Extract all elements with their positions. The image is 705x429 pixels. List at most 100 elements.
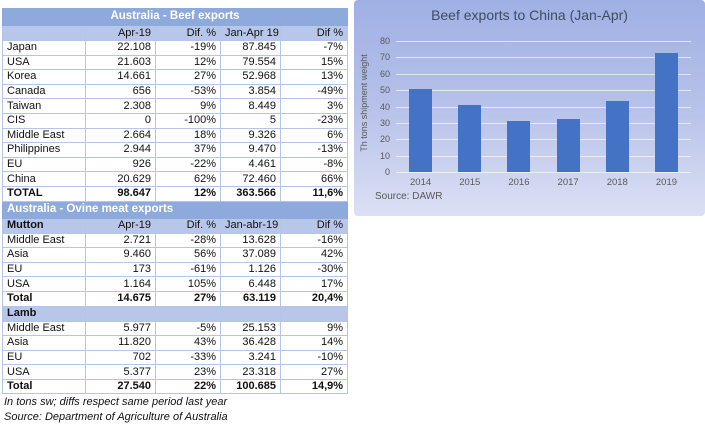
table-cell: 12%	[155, 185, 221, 202]
ovine-table-title: Australia - Ovine meat exports	[1, 200, 349, 219]
table-cell: 14.661	[85, 69, 156, 85]
row-philippines: Philippines 2.944 37% 9.470 -13%	[2, 142, 349, 158]
y-tick-label: 80	[379, 36, 390, 46]
x-tick-label-2015: 2015	[459, 177, 481, 188]
row-usa: USA 5.377 23% 23.318 27%	[2, 364, 349, 380]
y-tick-label: 0	[384, 167, 390, 177]
table-cell: -61%	[155, 261, 221, 278]
table-cell: Apr-19	[85, 217, 156, 234]
section-header-mutton: Mutton Apr-19 Dif. % Jan-abr-19 Dif %	[2, 217, 349, 234]
table-cell: 926	[85, 156, 156, 173]
table-cell: 5.377	[85, 364, 156, 380]
table-cell: 9.460	[85, 247, 156, 263]
table-cell: 4.461	[220, 156, 281, 173]
exports-table: Australia - Beef exports Apr-19 Dif. % Jan-…	[1, 8, 349, 395]
table-cell: Australia - Ovine meat exports	[1, 200, 349, 219]
y-tick-label: 20	[379, 134, 390, 145]
table-cell: Apr-19	[85, 25, 156, 41]
table-cell: 15%	[279, 54, 349, 71]
table-cell: Dif. %	[155, 217, 221, 234]
bar-2015	[458, 104, 482, 172]
table-cell: -100%	[155, 112, 221, 129]
row-usa: USA 21.603 12% 79.554 15%	[2, 54, 349, 71]
row-cis: CIS 0 -100% 5 -23%	[2, 112, 349, 129]
table-cell: 363.566	[220, 185, 281, 202]
table-cell: -19%	[155, 40, 221, 56]
chart-title: Beef exports to China (Jan-Apr)	[431, 7, 628, 23]
table-cell: 27.540	[85, 378, 156, 395]
bar-2016	[507, 121, 531, 172]
y-tick-label: 30	[379, 117, 390, 128]
table-cell: 79.554	[220, 54, 281, 71]
gridline	[396, 172, 691, 173]
table-cell: -16%	[279, 232, 349, 249]
table-cell: 22.108	[85, 40, 156, 56]
gridline	[396, 57, 691, 59]
table-cell: 23.318	[220, 364, 281, 380]
table-cell: 9%	[279, 320, 349, 337]
table-cell: -53%	[155, 83, 221, 100]
table-cell: Dif. %	[155, 25, 221, 41]
table-cell: 9.326	[220, 127, 281, 144]
tables-region: Australia - Beef exports Apr-19 Dif. % Jan-…	[1, 8, 349, 424]
gridline	[396, 139, 691, 141]
x-tick-label-2019: 2019	[655, 177, 678, 188]
table-cell: 2.944	[85, 142, 156, 158]
row-canada: Canada 656 -53% 3.854 -49%	[2, 83, 349, 100]
lamb-total-row: Total 27.540 22% 100.685 14,9%	[2, 378, 349, 395]
table-cell: 87.845	[220, 40, 281, 56]
beef-china-chart-panel: Beef exports to China (Jan-Apr) Th tons …	[354, 0, 705, 216]
table-cell: 18%	[155, 127, 221, 144]
bar-slot-2019	[642, 41, 691, 172]
table-cell: EU	[2, 349, 86, 366]
table-cell: Middle East	[2, 127, 86, 144]
table-cell: Dif %	[279, 25, 349, 41]
table-cell: 1.164	[85, 276, 156, 292]
table-cell: 36.428	[220, 335, 281, 351]
mutton-total-row: Total 14.675 27% 63.119 20,4%	[2, 290, 349, 307]
table-cell: -33%	[155, 349, 221, 366]
table-cell: 2.721	[85, 232, 156, 249]
table-cell: 3.241	[220, 349, 281, 366]
beef-total-row: TOTAL 98.647 12% 363.566 11,6%	[2, 185, 349, 202]
table-cell: 27%	[279, 364, 349, 380]
table-cell: 8.449	[220, 98, 281, 114]
y-tick-label: 60	[379, 68, 390, 79]
bar-slot-2017	[544, 41, 593, 172]
x-axis-labels: 2014 2015 2016 2017 2018 2019	[396, 177, 691, 188]
table-cell: 11.820	[85, 335, 156, 351]
table-cell: CIS	[2, 112, 86, 129]
table-cell: 13%	[279, 69, 349, 85]
table-cell: Middle East	[2, 320, 86, 337]
footnote-source: Source: Department of Agriculture of Aus…	[4, 411, 228, 424]
row-asia: Asia 9.460 56% 37.089 42%	[2, 247, 349, 263]
gridline	[396, 90, 691, 92]
table-cell: Taiwan	[2, 98, 86, 114]
table-cell: -49%	[279, 83, 349, 100]
table-cell: USA	[2, 276, 86, 292]
table-cell: 21.603	[85, 54, 156, 71]
x-tick-label-2016: 2016	[508, 177, 530, 188]
table-cell: Mutton	[2, 217, 86, 234]
bar-2018	[605, 100, 629, 172]
table-cell: 62%	[155, 171, 221, 187]
table-cell: 2.308	[85, 98, 156, 114]
table-cell: 66%	[279, 171, 349, 187]
row-asia: Asia 11.820 43% 36.428 14%	[2, 335, 349, 351]
footnote-units: In tons sw; diffs respect same period la…	[4, 396, 228, 409]
table-cell: 6.448	[220, 276, 281, 292]
table-cell: 25.153	[220, 320, 281, 337]
table-cell: EU	[2, 156, 86, 173]
gridline	[396, 73, 691, 75]
table-cell: 5.977	[85, 320, 156, 337]
table-cell: Canada	[2, 83, 86, 100]
table-cell: 22%	[155, 378, 221, 395]
row-japan: Japan 22.108 -19% 87.845 -7%	[2, 40, 349, 56]
table-cell	[85, 305, 156, 322]
row-middle-east: Middle East 2.721 -28% 13.628 -16%	[2, 232, 349, 249]
table-cell: 63.119	[220, 290, 281, 307]
gridline	[396, 122, 691, 124]
table-cell: -30%	[279, 261, 349, 278]
table-cell: 0	[85, 112, 156, 129]
